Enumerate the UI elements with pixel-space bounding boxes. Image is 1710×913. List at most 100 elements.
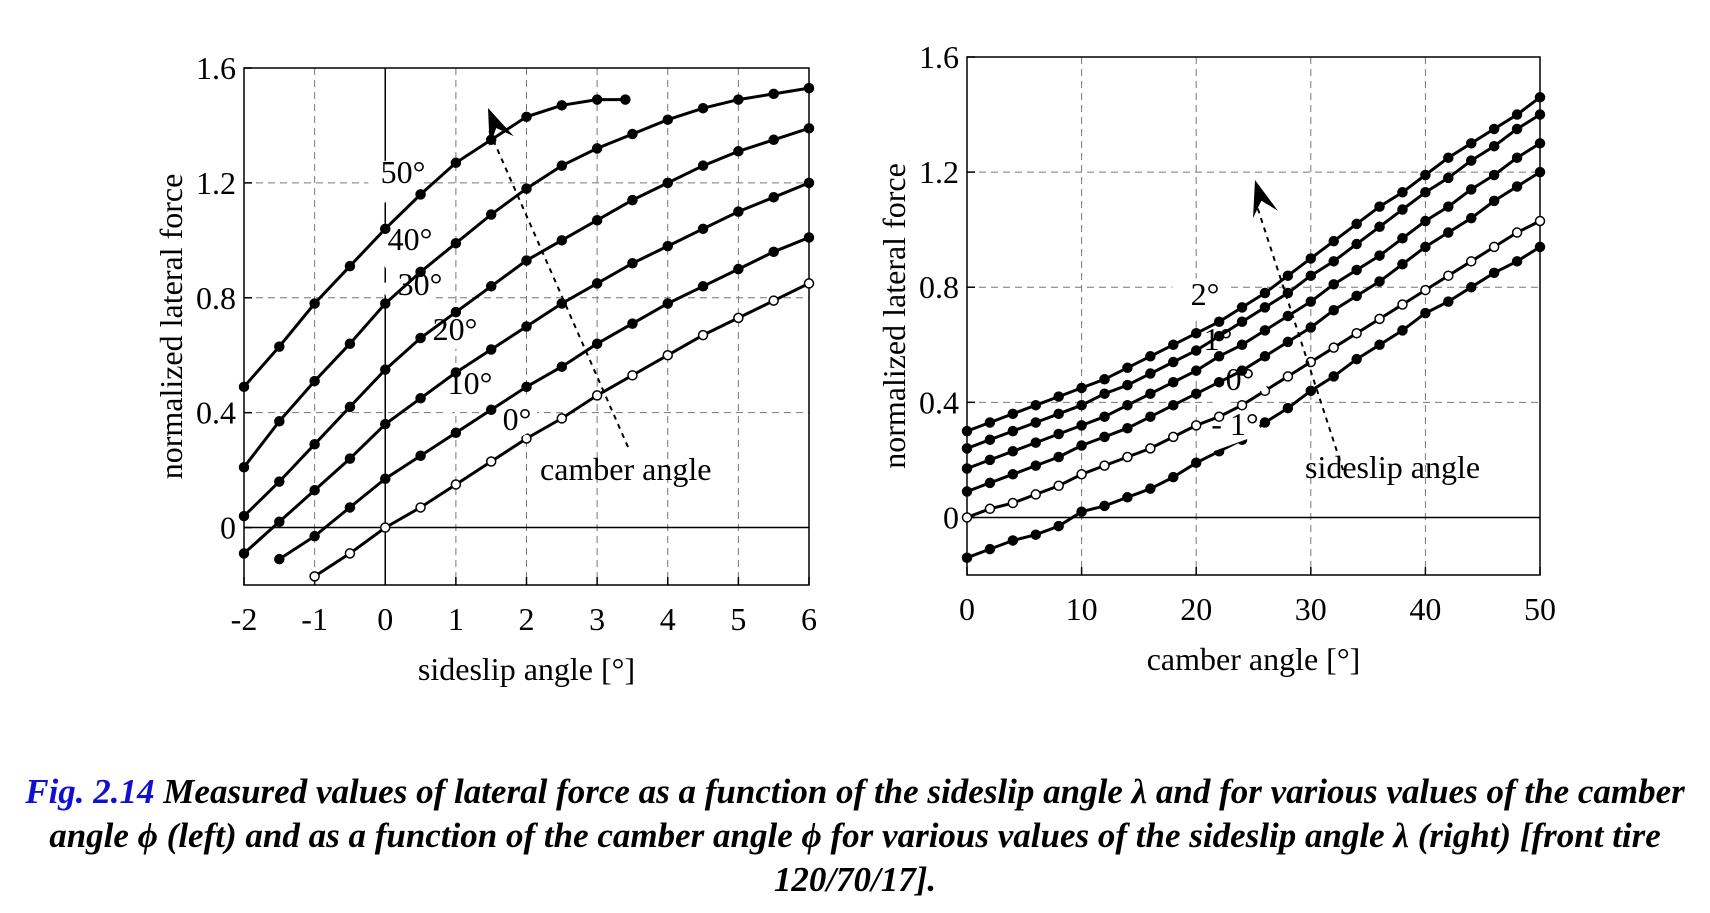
data-point [1168,376,1179,388]
data-point [627,194,638,206]
data-point [1305,270,1317,281]
data-point [1236,302,1248,313]
x-tick-label: 1 [448,601,464,637]
data-point [1168,339,1179,351]
data-point [1076,469,1087,480]
data-point [521,183,532,194]
data-point [662,240,673,252]
x-tick-label: 40 [1409,591,1441,627]
data-point [238,510,250,522]
data-point [1511,181,1523,192]
plot-frame [966,56,1541,576]
left-chart: -2 -1 0 1 2 3 4 5 6 0 0.4 0.8 1.2 1.6 sideslip angle [… [153,50,817,687]
data-point [1534,241,1546,253]
data-point [309,571,320,582]
data-point [1328,235,1339,247]
y-tick-label: 0.8 [196,280,236,316]
data-point [1443,296,1454,307]
data-point [1145,443,1156,454]
data-point [1534,138,1546,149]
data-point [1236,316,1248,328]
data-point [415,502,426,513]
data-point [309,375,320,387]
annotation-arrow [487,127,629,448]
data-point [1397,233,1408,244]
data-point [1030,417,1042,428]
data-point [961,486,973,497]
y-tick-label: 0.4 [919,384,959,420]
y-axis-label: normalized lateral force [153,174,189,480]
data-point [1465,281,1477,293]
series-line [242,98,626,388]
data-point [984,454,996,466]
data-point [309,439,320,450]
data-point [1534,215,1546,227]
data-point [1397,204,1408,215]
data-point [1282,270,1294,281]
data-point [662,114,673,125]
series-label-bg [415,302,482,362]
data-point [1511,256,1523,267]
data-point [627,370,638,381]
series-label-bg [370,213,437,272]
data-point [1190,365,1202,376]
data-point [591,94,603,105]
data-point [697,102,709,114]
data-point [1351,218,1362,230]
data-point [1465,155,1477,166]
data-point [1145,351,1156,362]
data-point [1328,342,1339,353]
data-point [1305,322,1317,333]
data-point [380,364,391,375]
data-point [803,82,815,94]
annotation-arrow [1254,199,1344,471]
figure-caption: Fig. 2.14 Measured values of lateral for… [10,770,1700,902]
data-point [733,263,744,275]
data-point [309,298,320,309]
data-point [556,361,568,372]
data-point [627,258,638,269]
data-point [984,503,996,515]
x-tick-label: 4 [660,601,676,637]
data-point [1328,371,1339,382]
data-point [733,206,744,217]
data-point [591,338,603,349]
data-point [1374,313,1385,325]
data-point [1030,489,1042,500]
data-point [1190,388,1202,399]
data-point [1007,446,1019,457]
data-point [1420,169,1431,181]
series-label-bg [430,357,497,416]
data-point [1328,256,1339,267]
data-point [415,450,426,461]
data-point [733,94,744,105]
series-label-bg [1167,269,1233,323]
data-point [591,278,603,289]
data-point [1076,440,1087,451]
data-point [238,548,250,559]
arrow-head [1253,180,1278,219]
data-point [1397,187,1408,198]
x-tick-label: 2 [519,601,535,637]
data-point [1053,408,1064,420]
data-point [1145,368,1156,379]
data-point [1122,422,1133,434]
data-point [1053,520,1064,532]
data-point [697,329,709,341]
data-point [485,281,497,292]
data-point [1259,325,1271,336]
data-point [591,390,603,401]
series-line [313,282,810,578]
data-point [803,232,815,243]
data-point [556,298,568,309]
data-point [380,522,391,533]
data-point [274,553,285,565]
series-label-bg [477,392,544,452]
data-point [1122,362,1133,374]
data-point [1259,351,1271,362]
y-tick-label: 0.8 [919,269,959,305]
data-point [961,443,973,454]
data-point [1488,140,1500,152]
data-point [768,295,779,306]
data-point [1259,287,1271,299]
